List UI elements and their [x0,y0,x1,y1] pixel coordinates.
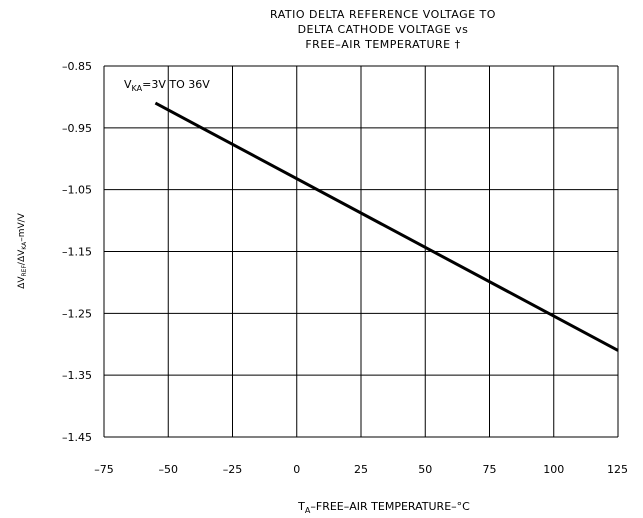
x-tick-label: –25 [223,463,243,476]
chart-title: RATIO DELTA REFERENCE VOLTAGE TO DELTA CA… [270,8,496,51]
y-tick-label: –0.85 [62,60,92,73]
series-line [154,101,619,352]
x-tick-label: 125 [607,463,628,476]
x-tick-label: 75 [483,463,497,476]
y-tick-label: –0.95 [62,122,92,135]
series [154,101,619,352]
chart-title-line: DELTA CATHODE VOLTAGE vs [298,23,469,36]
x-axis-title: TA–FREE–AIR TEMPERATURE–°C [297,500,470,515]
x-tick-label: 25 [354,463,368,476]
x-axis-title-text: TA–FREE–AIR TEMPERATURE–°C [297,500,470,515]
chart-title-line: RATIO DELTA REFERENCE VOLTAGE TO [270,8,496,21]
x-tick-label: –75 [94,463,114,476]
y-axis-title-text: ΔVREF/ΔVKA–mV/V [17,212,28,289]
x-tick-label: –50 [159,463,179,476]
y-tick-label: –1.45 [62,431,92,444]
x-tick-label: 100 [543,463,564,476]
x-tick-label: 0 [293,463,300,476]
tick-labels: –0.85 –0.95 –1.05 –1.15 –1.25 –1.35 –1.45 –75 –5… [62,60,628,476]
annotation-text: VKA=3V TO 36V [124,78,210,93]
y-tick-label: –1.05 [62,184,92,197]
annotation: VKA=3V TO 36V [124,78,210,93]
y-tick-label: –1.15 [62,246,92,259]
y-axis-title: ΔVREF/ΔVKA–mV/V [17,212,28,289]
y-tick-label: –1.35 [62,369,92,382]
chart-title-line: FREE–AIR TEMPERATURE † [305,38,460,51]
grid [103,65,619,438]
x-tick-label: 50 [418,463,432,476]
y-tick-label: –1.25 [62,307,92,320]
